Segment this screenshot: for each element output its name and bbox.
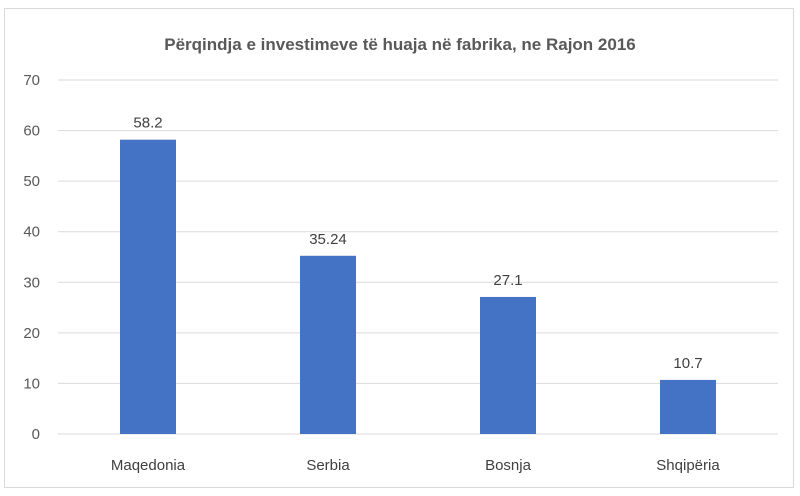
chart-title: Përqindja e investimeve të huaja në fabr…	[164, 35, 635, 54]
bar	[660, 379, 716, 434]
bar	[120, 139, 176, 434]
data-label: 35.24	[309, 231, 347, 248]
category-label: Shqipëria	[656, 457, 720, 474]
y-tick-label: 60	[23, 123, 40, 140]
category-label: Serbia	[306, 457, 350, 474]
y-tick-label: 70	[23, 72, 40, 89]
y-tick-label: 10	[23, 375, 40, 392]
y-tick-label: 20	[23, 325, 40, 342]
bar	[480, 296, 536, 434]
y-axis-ticks: 0 10 20 30 40 50 60 70	[23, 72, 40, 443]
data-label: 27.1	[493, 272, 522, 289]
y-tick-label: 0	[32, 426, 40, 443]
data-label: 10.7	[673, 355, 702, 372]
data-labels: 58.2 35.24 27.1 10.7	[133, 115, 702, 372]
y-tick-label: 30	[23, 274, 40, 291]
bar	[300, 255, 356, 434]
data-label: 58.2	[133, 115, 162, 132]
x-axis-categories: Maqedonia Serbia Bosnja Shqipëria	[111, 457, 720, 474]
y-tick-label: 50	[23, 173, 40, 190]
category-label: Maqedonia	[111, 457, 186, 474]
bars	[120, 139, 716, 434]
gridlines	[58, 79, 778, 435]
y-tick-label: 40	[23, 224, 40, 241]
category-label: Bosnja	[485, 457, 532, 474]
